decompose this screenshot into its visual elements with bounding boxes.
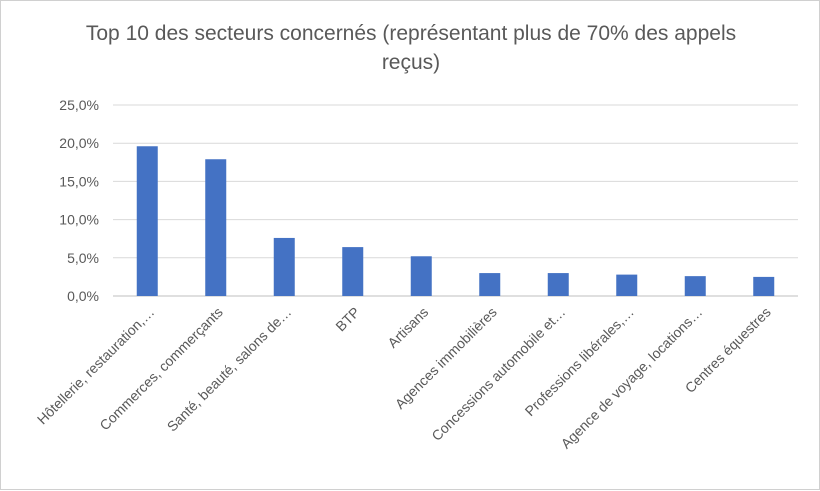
bar [205, 159, 227, 296]
x-tick-label: Artisans [384, 304, 431, 351]
bar [479, 273, 501, 296]
x-tick-label: BTP [332, 304, 363, 335]
y-tick-label: 10,0% [59, 212, 99, 228]
bar [547, 273, 569, 296]
y-tick-label: 0,0% [67, 288, 99, 304]
x-tick-label: Agence de voyage, locations… [558, 304, 706, 452]
y-tick-label: 25,0% [59, 97, 99, 113]
bar [616, 274, 638, 296]
y-tick-label: 5,0% [67, 250, 99, 266]
bar [410, 256, 432, 296]
chart-title: Top 10 des secteurs concernés (représent… [85, 22, 737, 74]
bar [753, 276, 775, 296]
y-tick-label: 15,0% [59, 173, 99, 189]
bar [136, 146, 158, 296]
x-tick-label: Concessions automobile et… [428, 304, 568, 444]
bar [684, 276, 706, 296]
x-tick-label: Santé, beauté, salons de… [164, 304, 295, 435]
x-tick-label: Hôtellerie, restauration,… [34, 304, 158, 428]
y-tick-label: 20,0% [59, 135, 99, 151]
x-tick-label: Commerces, commerçants [96, 304, 226, 434]
bar [273, 237, 295, 296]
bar [342, 247, 364, 296]
